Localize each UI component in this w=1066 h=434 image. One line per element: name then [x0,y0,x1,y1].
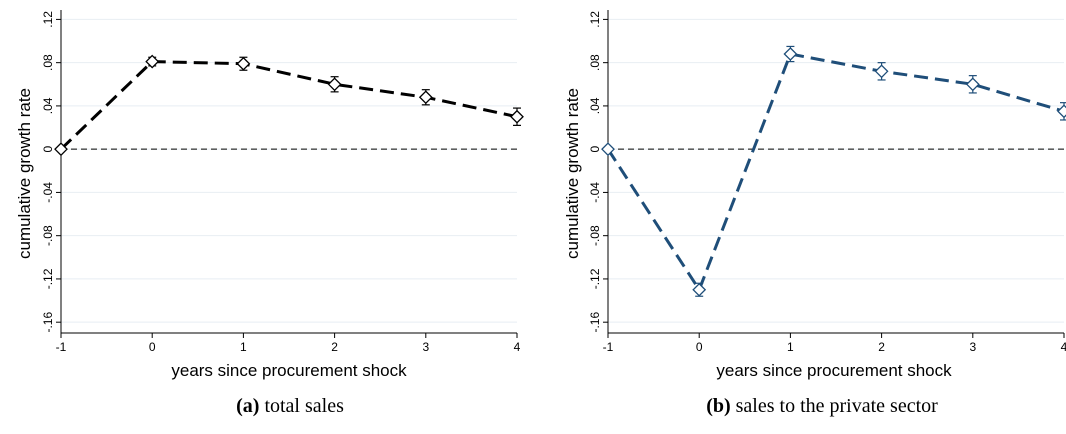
y-tick-label: .12 [41,11,55,28]
data-point-diamond [874,64,889,79]
x-axis-title: years since procurement shock [171,361,407,380]
data-point-diamond [1057,104,1066,119]
axes: .12 .08 .04 0 -.04 -.08 -.12 -.16-1 0 1 2 3 4 [588,10,1066,354]
y-tick-label: -.04 [588,182,602,203]
y-tick-label: .04 [588,97,602,114]
y-tick-label: -.08 [41,225,55,246]
data-point-diamond [601,142,615,157]
data-point-diamond [510,109,524,124]
y-tick-label: -.08 [588,225,602,246]
x-tick-label: -1 [56,340,67,354]
y-tick-label: 0 [588,146,602,153]
y-tick-label: -.04 [41,182,55,203]
y-tick-label: .08 [41,54,55,71]
x-tick-label: 4 [514,340,521,354]
x-tick-label: 1 [787,340,794,354]
x-tick-label: 0 [149,340,156,354]
y-tick-label: .04 [41,97,55,114]
y-tick-label: -.12 [588,268,602,289]
y-axis-title: cumulative growth rate [563,88,582,259]
series-line [59,60,518,151]
caption-letter: (a) [236,395,259,417]
y-tick-label: -.16 [588,312,602,333]
y-tick-label: 0 [41,146,55,153]
data-point-diamond [692,282,707,297]
caption-letter: (b) [706,395,730,417]
y-tick-label: .08 [588,54,602,71]
panel-caption: (a) total sales [236,395,344,417]
x-tick-label: 0 [696,340,703,354]
caption-text: total sales [264,395,344,417]
chart-panel-private-sector-sales: .12 .08 .04 0 -.04 -.08 -.12 -.16-1 0 1 2 3 4 years … [563,10,1066,417]
x-tick-label: 2 [878,340,885,354]
x-axis-title: years since procurement shock [716,361,952,380]
data-point-diamond [418,90,433,105]
data-point-diamond [327,77,342,92]
y-tick-label: -.12 [41,268,55,289]
x-tick-label: -1 [603,340,614,354]
chart-panel-total-sales: .12 .08 .04 0 -.04 -.08 -.12 -.16-1 0 1 2 3 4 years … [15,10,524,417]
y-tick-label: -.16 [41,312,55,333]
panel-caption: (b) sales to the private sector [706,395,938,417]
series-layer [54,54,524,157]
x-tick-label: 1 [240,340,247,354]
data-point-diamond [783,47,798,61]
data-point-diamond [145,54,160,69]
axes: .12 .08 .04 0 -.04 -.08 -.12 -.16-1 0 1 2 3 4 [41,10,521,354]
grid-lines [61,18,517,323]
data-point-diamond [236,56,251,71]
x-tick-label: 3 [969,340,976,354]
data-point-diamond [54,142,68,157]
grid-lines [608,18,1064,323]
x-tick-label: 2 [331,340,338,354]
y-tick-label: .12 [588,11,602,28]
series-line [606,52,1065,292]
caption-text: sales to the private sector [736,395,938,417]
x-tick-label: 4 [1061,340,1066,354]
series-layer [601,45,1066,297]
y-axis-title: cumulative growth rate [15,88,34,259]
data-point-diamond [965,77,980,92]
x-tick-label: 3 [422,340,429,354]
